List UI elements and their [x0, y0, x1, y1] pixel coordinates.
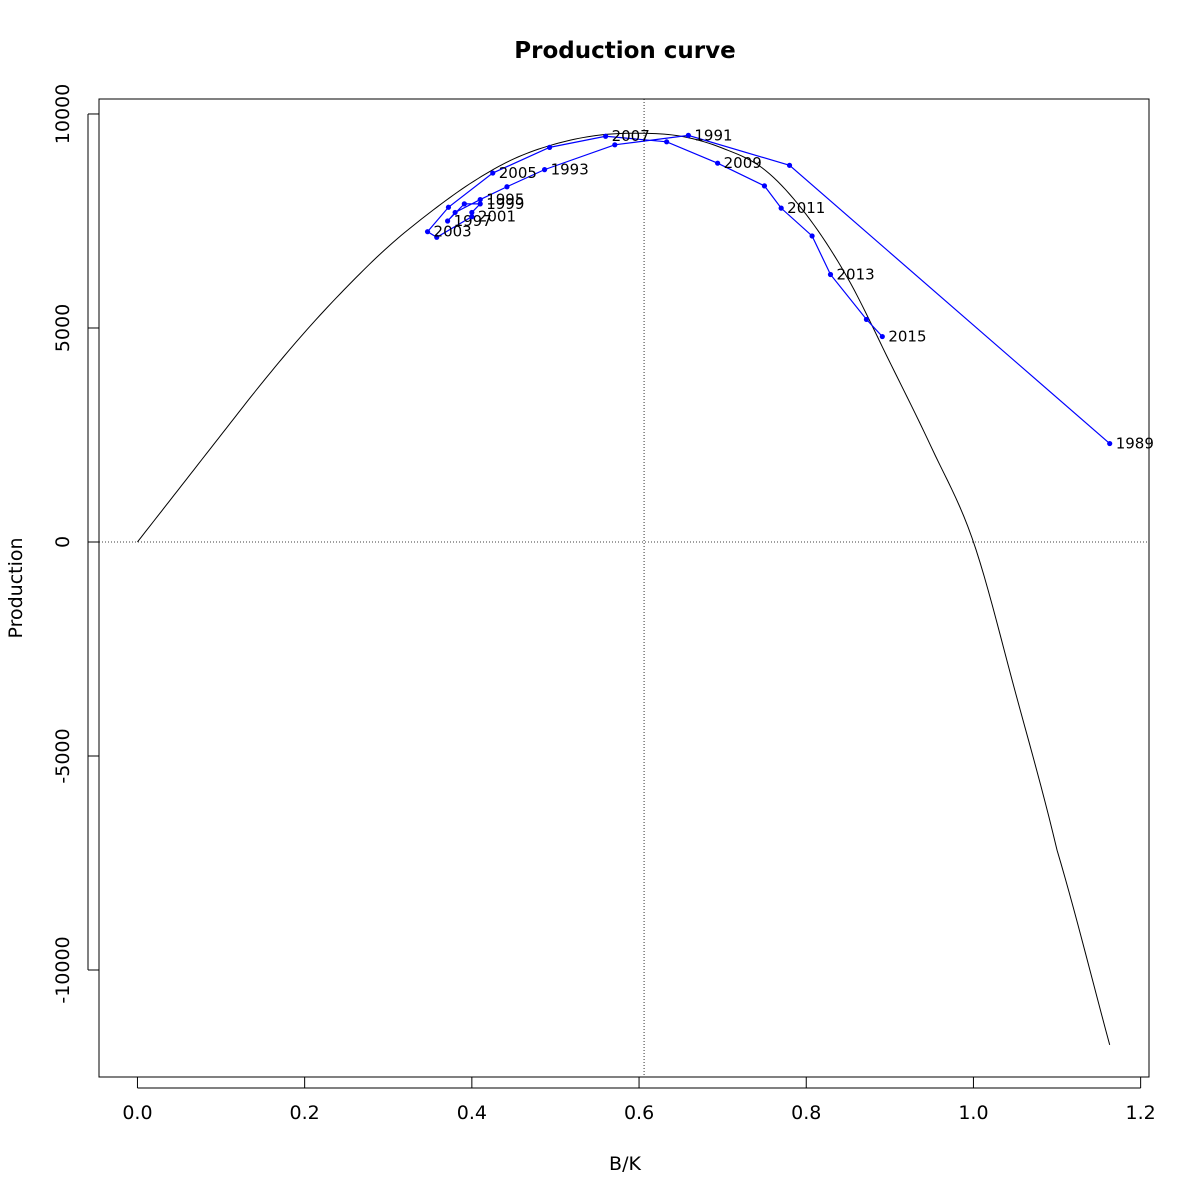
data-point	[612, 142, 618, 148]
data-point	[434, 234, 440, 240]
data-point	[827, 271, 834, 278]
y-tick-label: -5000	[52, 728, 74, 783]
data-point	[786, 162, 793, 168]
y-tick-label: 5000	[52, 304, 74, 352]
point-label: 1997	[454, 212, 492, 230]
data-point	[809, 233, 815, 239]
data-point	[1107, 440, 1113, 447]
y-axis-label: Production	[5, 537, 27, 638]
x-tick-label: 0.4	[457, 1102, 487, 1124]
x-tick-label: 0.8	[791, 1102, 821, 1124]
y-tick-label: 10000	[52, 84, 74, 144]
data-point	[603, 133, 609, 139]
x-axis-label: B/K	[609, 1153, 641, 1175]
point-label: 2009	[724, 154, 762, 172]
data-point	[469, 214, 475, 220]
data-point	[664, 139, 670, 145]
data-point	[445, 204, 452, 210]
data-point	[761, 183, 768, 189]
y-tick-label: -10000	[52, 936, 74, 1003]
x-tick-label: 0.0	[122, 1102, 152, 1124]
data-point	[879, 333, 885, 340]
point-label: 2005	[499, 164, 537, 182]
x-tick-label: 1.2	[1126, 1102, 1156, 1124]
data-point	[541, 167, 548, 173]
plot-layer: 0.0 0.2 0.4 0.6 0.8 1.0 1.2 10000 5000 0 -5000 -100…	[52, 84, 1156, 1124]
data-point	[461, 201, 467, 207]
data-point	[546, 144, 553, 150]
point-label: 1991	[694, 126, 732, 144]
plot-frame	[98, 98, 1150, 1078]
point-label: 2003	[434, 223, 472, 241]
point-label: 1993	[551, 161, 589, 179]
data-point	[715, 160, 721, 166]
data-point	[863, 316, 870, 323]
data-point	[477, 201, 483, 207]
data-point	[424, 229, 431, 235]
x-tick-label: 0.6	[624, 1102, 654, 1124]
point-label: 2015	[888, 328, 926, 346]
data-point	[469, 209, 475, 216]
data-point	[477, 196, 483, 203]
x-tick-label: 0.2	[290, 1102, 320, 1124]
point-label: 2011	[787, 199, 825, 217]
data-point	[452, 209, 458, 216]
point-label: 1989	[1116, 435, 1154, 453]
chart-title: Production curve	[514, 38, 735, 64]
data-point	[504, 184, 510, 190]
y-tick-label: 0	[52, 536, 74, 548]
point-label: 2007	[612, 127, 650, 145]
point-label: 2001	[478, 208, 516, 226]
data-point	[445, 218, 451, 224]
x-tick-label: 1.0	[958, 1102, 988, 1124]
data-point	[778, 205, 784, 211]
production-curve-line	[137, 132, 1111, 1046]
point-label: 2013	[836, 265, 874, 283]
point-label: 1995	[486, 191, 524, 209]
point-label: 1999	[486, 195, 524, 213]
data-point	[490, 170, 496, 176]
data-point	[685, 132, 691, 138]
